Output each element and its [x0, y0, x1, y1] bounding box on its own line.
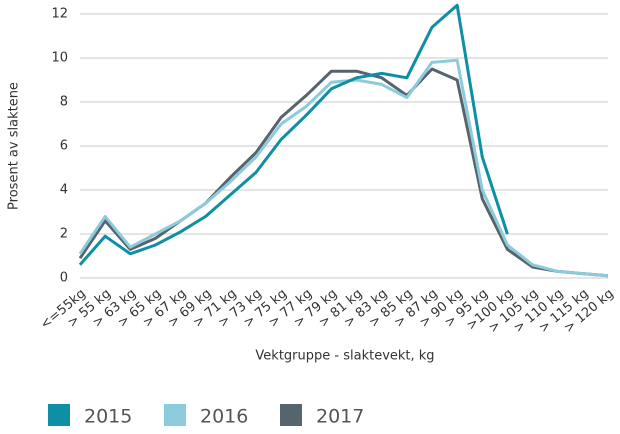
y-tick-label: 2: [60, 227, 68, 242]
legend-swatch: [48, 404, 70, 426]
line-series: [78, 3, 509, 266]
legend-swatch: [164, 404, 186, 426]
y-tick-label: 4: [60, 183, 68, 198]
line-series: [78, 67, 609, 278]
y-tick-label: 6: [60, 139, 68, 154]
line-series: [78, 58, 609, 278]
y-axis-label: Prosent av slaktene: [7, 82, 22, 210]
legend-label: 2017: [316, 406, 364, 428]
y-tick-label: 10: [51, 51, 68, 66]
legend-label: 2016: [200, 406, 248, 428]
y-tick-label: 0: [60, 271, 68, 286]
x-axis-label: Vektgruppe - slaktevekt, kg: [255, 349, 434, 364]
y-tick-label: 8: [60, 95, 68, 110]
y-tick-label: 12: [51, 7, 68, 22]
legend-label: 2015: [84, 406, 132, 428]
legend-swatch: [280, 404, 302, 426]
